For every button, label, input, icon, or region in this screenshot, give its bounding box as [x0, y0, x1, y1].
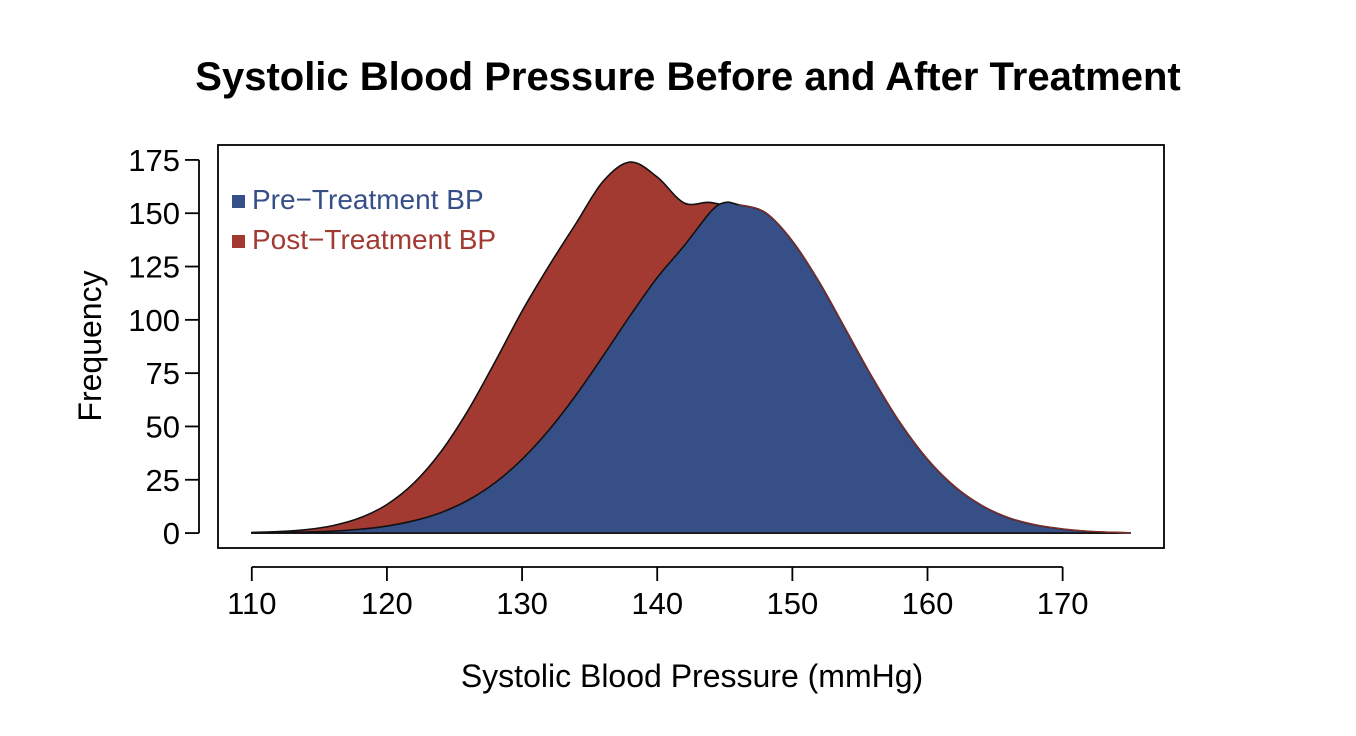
x-axis: 110 120 130 140 150 160 170 [227, 566, 1089, 621]
y-tick-label: 175 [128, 143, 180, 178]
plot-frame [217, 144, 1165, 549]
legend-swatch [232, 235, 245, 248]
y-axis-label: Frequency [72, 270, 108, 421]
y-tick-label: 100 [128, 303, 180, 338]
plot-area [250, 161, 1132, 534]
legend-label: Pre−Treatment BP [252, 184, 484, 215]
x-tick-label: 120 [361, 586, 413, 621]
x-tick-label: 160 [902, 586, 954, 621]
x-tick-label: 150 [766, 586, 818, 621]
x-tick-label: 140 [631, 586, 683, 621]
x-tick-label: 130 [496, 586, 548, 621]
y-tick-label: 125 [128, 250, 180, 285]
x-axis-label: Systolic Blood Pressure (mmHg) [461, 658, 923, 694]
chart-title: Systolic Blood Pressure Before and After… [195, 55, 1180, 99]
legend-swatch [232, 195, 245, 208]
y-axis: 0 25 50 75 100 125 150 175 [128, 143, 200, 551]
y-tick-label: 25 [146, 463, 180, 498]
x-tick-label: 110 [227, 586, 276, 621]
y-tick-label: 0 [163, 516, 180, 551]
y-tick-label: 150 [128, 196, 180, 231]
series-edge-pre-treatment [738, 204, 1131, 534]
y-tick-label: 75 [146, 356, 180, 391]
x-tick-label: 170 [1037, 586, 1089, 621]
legend-label: Post−Treatment BP [252, 224, 496, 255]
y-tick-label: 50 [146, 409, 180, 444]
legend: Pre−Treatment BP Post−Treatment BP [232, 184, 496, 255]
